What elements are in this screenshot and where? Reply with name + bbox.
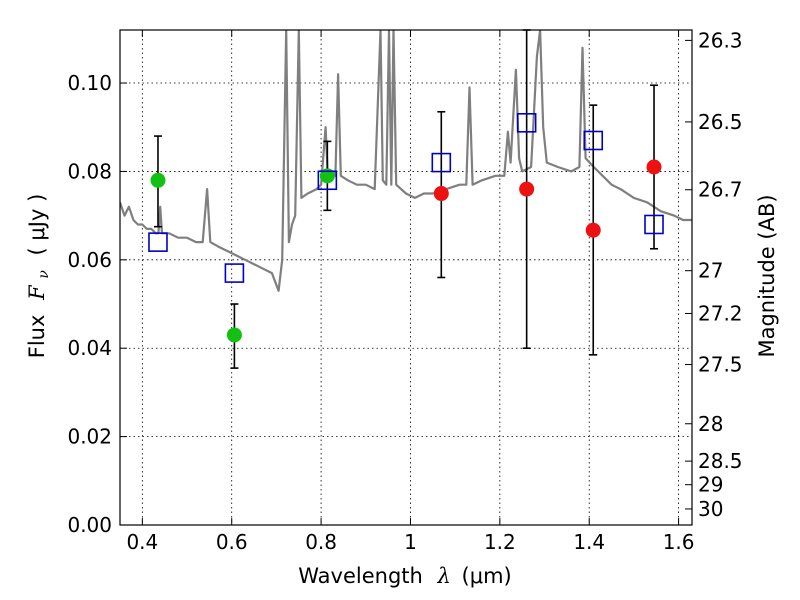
x-axis-unit: (μm) [462,564,512,588]
y2-axis-label-text: Magnitude (AB) [755,194,779,357]
photometry-square-marker [224,263,245,283]
photometry-square-marker [644,214,664,235]
x-tick-label: 0.6 [216,530,248,554]
photometry-circle-marker [226,327,242,343]
y2-tick-label: 26.5 [698,110,743,134]
tick-labels: 0.4 0.6 0.8 1 1.2 1.4 1.6 0.00 0.02 0.04 0.06 0.08 0… [67,28,742,554]
y-tick-label: 0.06 [67,248,112,272]
photometry-square-marker [431,152,452,173]
y2-tick-label: 27 [698,259,723,283]
model-spectrum-line [120,30,692,292]
x-tick-label: 0.4 [126,530,158,554]
photometry-circle-marker [319,168,335,184]
photometry-square-marker [148,232,168,252]
x-tick-label: 0.8 [305,530,337,554]
photometry-circle-marker [519,181,535,197]
y2-tick-label: 26.3 [698,28,743,52]
x-tick-label: 1.6 [663,530,695,554]
y2-tick-label: 27.2 [698,301,743,325]
x-axis-label: Wavelength λ (μm) [298,564,511,588]
y-axis-label-text: Flux [25,315,49,359]
photometry-circle-marker [150,172,166,188]
y2-axis-label: Magnitude (AB) [755,194,779,357]
model-spectrum-layer [120,30,692,292]
y-tick-label: 0.10 [67,71,112,95]
x-tick-label: 1 [404,530,417,554]
x-axis-label-text: Wavelength [298,564,423,588]
photometry-circle-marker [585,222,601,238]
plot-frame [119,29,693,526]
photometry-circle-marker [646,159,662,175]
y2-tick-label: 28 [698,412,723,436]
y2-tick-label: 30 [698,497,723,521]
y-axis-subscript: ν [36,270,52,279]
photometry-square-marker [317,170,338,191]
y2-tick-label: 26.7 [698,178,743,202]
y-tick-label: 0.02 [67,425,112,449]
y2-tick-label: 28.5 [698,449,743,473]
y-tick-label: 0.04 [67,336,112,360]
photometry-square-marker [516,113,537,133]
y-tick-label: 0.00 [67,513,112,537]
data-points-layer [148,29,664,369]
y-axis-unit: ( μJy ) [25,194,49,256]
x-tick-label: 1.2 [484,530,516,554]
y-tick-label: 0.08 [67,159,112,183]
y-axis-symbol: F [25,284,49,301]
y2-tick-label: 29 [698,473,723,497]
y-axis-label: Flux F ν ( μJy ) [25,194,53,359]
photometry-square-marker [583,130,604,151]
grid [120,30,692,526]
photometry-circle-marker [433,186,449,202]
tick-marks [120,30,692,526]
x-tick-label: 1.4 [573,530,605,554]
x-axis-symbol: λ [437,564,451,588]
y2-tick-label: 27.5 [698,353,743,377]
